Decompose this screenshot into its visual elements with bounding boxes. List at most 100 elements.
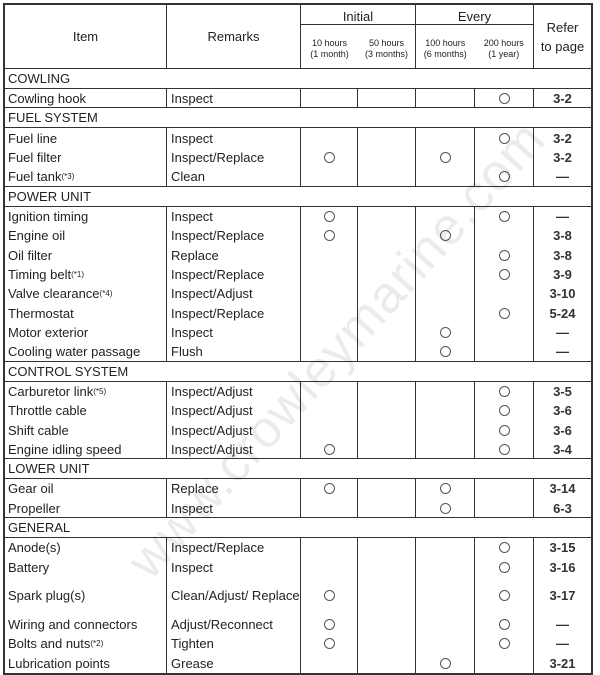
interval-cell-100h [416, 264, 475, 285]
interval-cell-200h [475, 498, 534, 519]
item-name: Fuel line [8, 130, 58, 146]
table-row: Spark plug(s) Clean/Adjust/ Replace 3-17 [5, 576, 591, 615]
check-circle-icon [323, 151, 335, 163]
page-cell: 3-8 [553, 247, 572, 263]
item-cell: Engine oil [5, 225, 167, 246]
interval-cell-10h [301, 225, 358, 246]
interval-cell-10h [301, 653, 358, 673]
check-circle-icon [498, 444, 510, 456]
check-circle-icon [323, 619, 335, 630]
page-cell: — [556, 325, 569, 341]
item-cell: Battery [5, 557, 167, 577]
page-cell: — [556, 169, 569, 185]
section-header: POWER UNIT [5, 185, 591, 207]
interval-cell-100h [416, 342, 475, 362]
table-row: Oil filter Replace 3-8 [5, 245, 591, 265]
check-circle-icon [323, 230, 335, 242]
interval-cell-200h [475, 128, 534, 148]
item-name: Engine oil [8, 228, 66, 244]
remarks-cell: Replace [167, 245, 301, 265]
interval-cell-200h [475, 264, 534, 285]
table-row: Anode(s) Inspect/Replace 3-15 [5, 538, 591, 558]
item-cell: Cowling hook [5, 89, 167, 109]
interval-cell-200h [475, 420, 534, 440]
interval-cell-10h [301, 245, 358, 265]
interval-cell-50h [358, 479, 416, 499]
header-refer-to-page: Refer to page [540, 19, 585, 54]
interval-cell-10h [301, 342, 358, 362]
item-cell: Lubrication points [5, 653, 167, 673]
table-row: Engine oil Inspect/Replace 3-8 [5, 225, 591, 246]
interval-cell-100h [416, 439, 475, 460]
remarks-cell: Inspect/Adjust [167, 401, 301, 421]
interval-cell-100h [416, 206, 475, 226]
table-row: Wiring and connectors Adjust/Reconnect — [5, 614, 591, 635]
check-circle-icon [498, 268, 510, 280]
remarks-cell: Inspect [167, 128, 301, 148]
interval-cell-50h [358, 147, 416, 168]
interval-cell-100h [416, 167, 475, 187]
table-row: Lubrication points Grease 3-21 [5, 653, 591, 673]
interval-cell-50h [358, 401, 416, 421]
table-row: Carburetor link (*5) Inspect/Adjust 3-5 [5, 381, 591, 402]
interval-cell-50h [358, 225, 416, 246]
check-circle-icon [323, 590, 335, 602]
remarks-cell: Inspect [167, 89, 301, 109]
interval-cell-10h [301, 303, 358, 323]
interval-cell-200h [475, 538, 534, 558]
item-name: Motor exterior [8, 325, 89, 341]
table-row: Motor exterior Inspect — [5, 322, 591, 343]
page-cell: 3-6 [553, 422, 572, 438]
item-cell: Spark plug(s) [5, 576, 167, 615]
interval-cell-10h [301, 439, 358, 460]
interval-cell-10h [301, 167, 358, 187]
section-header: COWLING [5, 68, 591, 89]
table-row: Fuel line Inspect 3-2 [5, 128, 591, 148]
remarks-cell: Inspect/Adjust [167, 381, 301, 402]
item-cell: Cooling water passage [5, 342, 167, 362]
interval-cell-10h [301, 557, 358, 577]
page-cell: 3-8 [553, 228, 572, 244]
check-circle-icon [498, 132, 510, 144]
check-circle-icon [498, 405, 510, 417]
interval-cell-200h [475, 284, 534, 304]
table-row: Shift cable Inspect/Adjust 3-6 [5, 420, 591, 440]
remarks-cell: Inspect/Replace [167, 538, 301, 558]
remarks-cell: Clean [167, 167, 301, 187]
check-circle-icon [498, 542, 510, 554]
check-circle-icon [498, 424, 510, 436]
item-footnote: (*2) [90, 639, 104, 649]
interval-cell-100h [416, 147, 475, 168]
check-circle-icon [323, 210, 335, 222]
interval-cell-100h [416, 303, 475, 323]
check-circle-icon [498, 619, 510, 630]
interval-cell-50h [358, 322, 416, 343]
check-circle-icon [323, 483, 335, 495]
item-cell: Carburetor link (*5) [5, 381, 167, 402]
section-header: CONTROL SYSTEM [5, 360, 591, 382]
page-cell: 3-10 [549, 286, 576, 302]
remarks-cell: Inspect [167, 206, 301, 226]
item-cell: Fuel line [5, 128, 167, 148]
check-circle-icon [439, 327, 451, 339]
remarks-cell: Inspect/Replace [167, 264, 301, 285]
table-row: Fuel tank (*3) Clean — [5, 167, 591, 187]
interval-cell-50h [358, 538, 416, 558]
interval-cell-10h [301, 479, 358, 499]
item-name: Bolts and nuts [8, 636, 91, 652]
item-name: Oil filter [8, 247, 53, 263]
interval-cell-100h [416, 538, 475, 558]
item-name: Cooling water passage [8, 344, 141, 360]
interval-cell-10h [301, 128, 358, 148]
table-row: Engine idling speed Inspect/Adjust 3-4 [5, 439, 591, 460]
interval-cell-200h [475, 557, 534, 577]
item-name: Gear oil [8, 481, 54, 497]
interval-cell-100h [416, 128, 475, 148]
header-50-hours: 50 hours (3 months) [364, 37, 408, 59]
interval-cell-10h [301, 322, 358, 343]
interval-cell-100h [416, 225, 475, 246]
interval-cell-10h [301, 401, 358, 421]
header-remarks: Remarks [167, 5, 301, 68]
interval-cell-200h [475, 342, 534, 362]
interval-cell-100h [416, 479, 475, 499]
